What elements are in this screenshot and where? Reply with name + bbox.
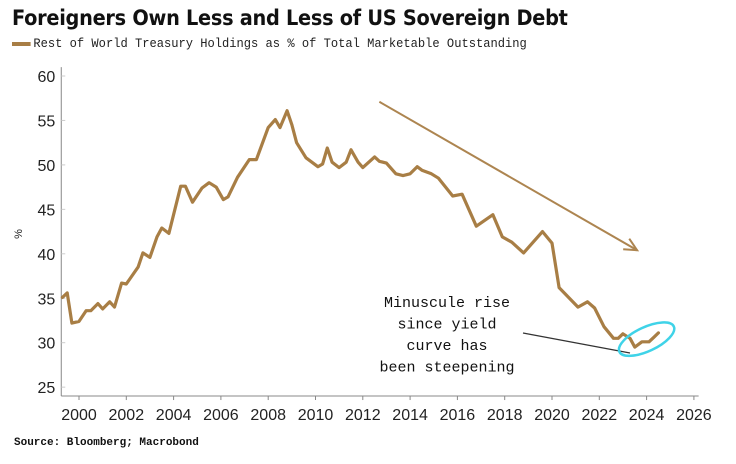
x-tick-label: 2018 — [487, 407, 523, 424]
annotation-text-line: since yield — [397, 317, 496, 334]
y-tick-label: 35 — [37, 291, 55, 308]
trend-arrow — [378, 100, 638, 252]
chart-title: Foreigners Own Less and Less of US Sover… — [12, 6, 568, 30]
x-tick-label: 2002 — [109, 407, 145, 424]
x-tick-label: 2010 — [298, 407, 334, 424]
x-tick-label: 2022 — [582, 407, 618, 424]
x-tick-label: 2024 — [629, 407, 665, 424]
y-tick-label: 45 — [37, 202, 55, 219]
x-tick-label: 2008 — [250, 407, 286, 424]
x-tick-label: 2012 — [345, 407, 381, 424]
series-line — [60, 109, 661, 349]
legend: Rest of World Treasury Holdings as % of … — [12, 36, 527, 51]
legend-swatch — [12, 41, 31, 46]
y-tick-label: 50 — [37, 158, 55, 175]
highlight-ellipse — [617, 321, 676, 358]
y-tick-label: 40 — [37, 247, 55, 264]
y-tick-label: 60 — [37, 69, 55, 86]
x-tick-label: 2020 — [534, 407, 570, 424]
arrow-head-icon — [623, 238, 640, 252]
x-tick-label: 2016 — [440, 407, 476, 424]
x-tick-label: 2000 — [61, 407, 97, 424]
annotation-text-line: curve has — [406, 338, 487, 355]
annotation-text-line: Minuscule rise — [384, 295, 510, 312]
x-tick-label: 2014 — [392, 407, 428, 424]
y-tick-label: 25 — [37, 380, 55, 397]
x-tick-label: 2026 — [676, 407, 712, 424]
y-axis-label: % — [13, 229, 25, 239]
y-tick-label: 55 — [37, 113, 55, 130]
x-tick-label: 2006 — [203, 407, 239, 424]
legend-label: Rest of World Treasury Holdings as % of … — [33, 36, 527, 51]
annotation-text-line: been steepening — [379, 360, 514, 377]
y-tick-label: 30 — [37, 336, 55, 353]
annotation-pointer — [522, 332, 631, 354]
x-tick-label: 2004 — [156, 407, 192, 424]
source-note: Source: Bloomberg; Macrobond — [14, 437, 199, 449]
